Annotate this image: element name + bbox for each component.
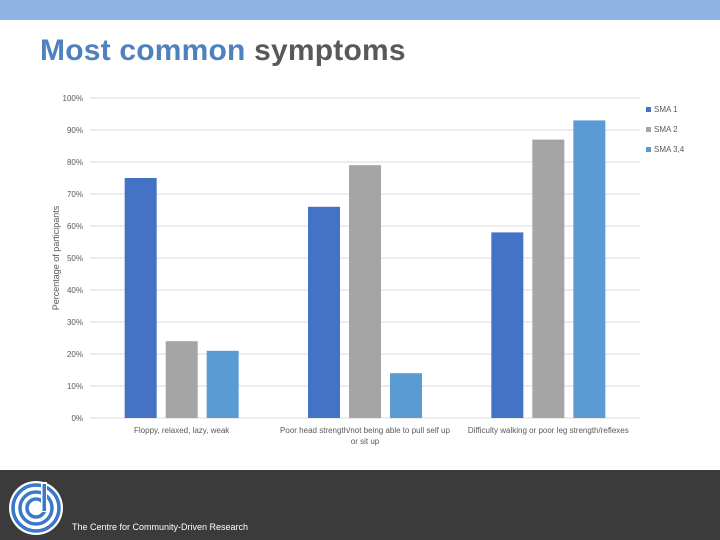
x-tick-label: Poor head strength/not being able to pul… <box>280 426 450 435</box>
legend-label: SMA 1 <box>654 105 678 114</box>
page-title: Most common symptoms <box>40 34 406 68</box>
bar-sma-3-4-cat-2 <box>390 373 422 418</box>
top-accent-bar <box>0 0 720 20</box>
y-axis-label: Percentage of participants <box>51 205 61 310</box>
bar-sma-3-4-cat-1 <box>206 350 239 418</box>
bar-sma-1-cat-3 <box>491 232 524 418</box>
y-tick-label: 40% <box>67 286 83 295</box>
title-highlight: Most common <box>40 34 246 67</box>
y-tick-label: 50% <box>67 254 83 263</box>
legend-swatch <box>646 107 651 112</box>
y-tick-label: 60% <box>67 222 83 231</box>
bar-sma-3-4-cat-3 <box>573 120 606 419</box>
y-tick-label: 100% <box>63 94 83 103</box>
bar-chart: 0% 10% 20% 30% 40% 50% 60% 70% 80% 90% 100% Percent… <box>51 94 685 446</box>
title-rest: symptoms <box>254 34 406 67</box>
footer: The Centre for Community-Driven Research <box>0 470 720 540</box>
bar-sma-2-cat-1 <box>165 341 198 418</box>
x-tick-label: or sit up <box>351 437 380 446</box>
x-tick-label: Difficulty walking or poor leg strength/… <box>468 426 629 435</box>
bar-sma-2-cat-2 <box>349 165 381 418</box>
y-tick-label: 80% <box>67 158 83 167</box>
legend-swatch <box>646 147 651 152</box>
y-tick-label: 20% <box>67 350 83 359</box>
bar-sma-1-cat-2 <box>308 206 340 418</box>
y-tick-label: 90% <box>67 126 83 135</box>
bar-sma-1-cat-1 <box>124 178 157 418</box>
y-tick-label: 70% <box>67 190 83 199</box>
footer-organization: The Centre for Community-Driven Research <box>72 522 249 532</box>
y-tick-label: 0% <box>71 414 83 423</box>
ccdr-logo-icon <box>9 481 63 535</box>
legend-label: SMA 2 <box>654 125 678 134</box>
y-tick-label: 30% <box>67 318 83 327</box>
legend-label: SMA 3,4 <box>654 145 685 154</box>
y-tick-label: 10% <box>67 382 83 391</box>
legend-swatch <box>646 127 651 132</box>
x-tick-label: Floppy, relaxed, lazy, weak <box>134 426 230 435</box>
bar-sma-2-cat-3 <box>532 139 565 418</box>
